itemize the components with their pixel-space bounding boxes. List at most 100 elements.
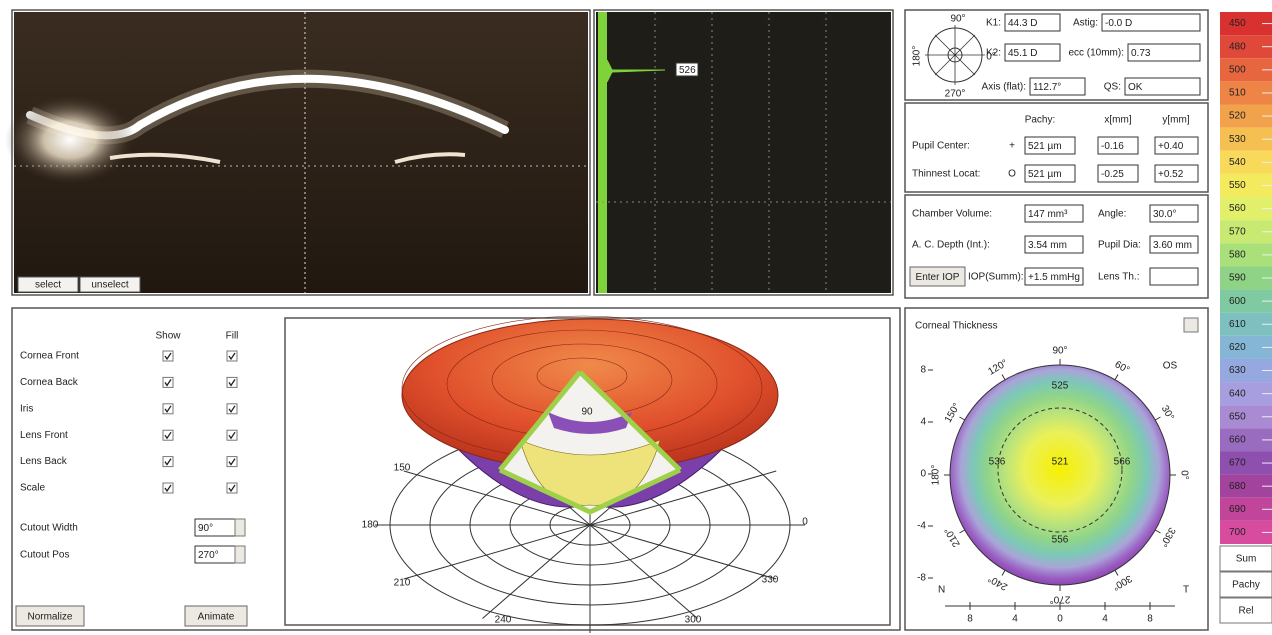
scale-label: 610 [1229, 319, 1246, 330]
keratometry-value [1124, 77, 1201, 96]
checkbox-check [164, 405, 172, 413]
map-x-tick-label: 0 [1057, 614, 1063, 625]
degree-label: 30° [1159, 404, 1176, 423]
chamber-value [1149, 235, 1199, 254]
keratometry-label: ecc (10mm): [1068, 48, 1124, 59]
options-header: Fill [226, 331, 239, 342]
cutout-value-text: 270° [198, 550, 219, 561]
checkbox-check [228, 458, 236, 466]
thickness-map [949, 364, 1171, 586]
pachy-y [1154, 136, 1199, 155]
checkbox-check [228, 431, 236, 440]
image-panel [11, 9, 591, 296]
polar-angle-label: 210 [394, 578, 411, 589]
scale-swatch [1220, 173, 1272, 198]
animate-button-label: Animate [198, 612, 235, 623]
compass-label: 0° [986, 52, 996, 63]
profile-marker-text: 526 [679, 65, 696, 76]
chamber-value [1149, 267, 1199, 286]
scale-button[interactable] [1219, 597, 1272, 624]
map-x-tick-label: 8 [967, 614, 973, 625]
checkbox-check [228, 379, 236, 387]
iris-right [394, 152, 466, 164]
scale-label: 620 [1229, 342, 1246, 353]
keratometry-value [1004, 13, 1061, 32]
pachy-value [1024, 164, 1076, 183]
checkbox[interactable] [162, 403, 174, 415]
enter-iop-button[interactable] [909, 266, 966, 287]
thickness-value: 566 [1114, 457, 1131, 468]
scale-swatch [1220, 451, 1272, 475]
checkbox[interactable] [226, 456, 238, 468]
checkbox[interactable] [162, 456, 174, 468]
scale-swatch [1220, 197, 1272, 221]
scale-swatch [1220, 127, 1272, 151]
checkbox-check [164, 431, 172, 440]
checkbox[interactable] [226, 350, 238, 362]
scale-swatch [1220, 12, 1272, 36]
scale-label: 540 [1229, 157, 1246, 168]
keratometry-label: Axis (flat): [982, 82, 1026, 93]
scale-swatch [1220, 382, 1272, 406]
option-label: Iris [20, 403, 33, 414]
checkbox[interactable] [226, 429, 238, 441]
normalize-button-label: Normalize [27, 612, 72, 623]
scale-label: 450 [1229, 18, 1246, 29]
scale-button-label: Rel [1238, 606, 1253, 617]
scale-button[interactable] [1219, 571, 1272, 598]
checkbox[interactable] [162, 429, 174, 441]
polar-angle-label: 150 [394, 463, 411, 474]
keratometry-value [1029, 77, 1086, 96]
pachy-symbol: O [1008, 169, 1016, 180]
map-x-tick-label: 4 [1102, 614, 1108, 625]
eye-label: OS [1163, 361, 1178, 372]
map-selector[interactable] [1183, 317, 1199, 333]
checkbox[interactable] [162, 482, 174, 494]
profile-tick-label: 60 [763, 15, 775, 26]
scale-button[interactable] [1219, 545, 1272, 572]
pachy-symbol: + [1009, 141, 1015, 152]
scale-swatch [1220, 58, 1272, 82]
keratometry-value-text: 112.7° [1033, 82, 1061, 93]
spin-button[interactable] [234, 545, 246, 564]
animate-button[interactable] [184, 605, 248, 627]
normalize-button[interactable] [15, 605, 85, 627]
scale-swatch [1220, 358, 1272, 383]
checkbox[interactable] [162, 376, 174, 388]
map-x-tick-label: 4 [1012, 614, 1018, 625]
cutout-value-text: 90° [198, 523, 213, 534]
spin-button[interactable] [234, 518, 246, 537]
scale-label: 590 [1229, 273, 1246, 284]
polar-angle-label: 240 [495, 615, 512, 626]
image-button[interactable] [17, 276, 79, 293]
image-button-label: unselect [91, 280, 128, 291]
iris-left [109, 152, 221, 164]
checkbox[interactable] [162, 350, 174, 362]
degree-label: 210° [943, 525, 963, 548]
profile-tick-label: 40 [706, 15, 718, 26]
image-button[interactable] [79, 276, 141, 293]
scale-label: 630 [1229, 365, 1246, 376]
keratometry-value [1101, 13, 1201, 32]
chamber-box [904, 194, 1209, 299]
degree-tick [1114, 374, 1119, 380]
pachy-header: y[mm] [1162, 115, 1189, 126]
pachy-x-text: -0.25 [1101, 169, 1124, 180]
checkbox[interactable] [226, 376, 238, 388]
thickness-title: Corneal Thickness [915, 321, 998, 332]
scale-swatch [1220, 243, 1272, 267]
keratometry-label: K2: [986, 48, 1001, 59]
checkbox[interactable] [226, 403, 238, 415]
map-y-tick-label: 0 [920, 469, 926, 480]
keratometry-value-text: 0.73 [1131, 48, 1151, 59]
degree-label: 150° [943, 401, 963, 424]
chamber-value [1024, 267, 1084, 286]
scale-swatch [1220, 428, 1272, 452]
checkbox[interactable] [226, 482, 238, 494]
cutout-label: Cutout Pos [20, 550, 69, 561]
scale-swatch [1220, 474, 1272, 498]
option-label: Scale [20, 483, 45, 494]
polar-angle-label: 180 [362, 520, 379, 531]
option-label: Cornea Back [20, 377, 79, 388]
degree-tick [1001, 374, 1006, 380]
